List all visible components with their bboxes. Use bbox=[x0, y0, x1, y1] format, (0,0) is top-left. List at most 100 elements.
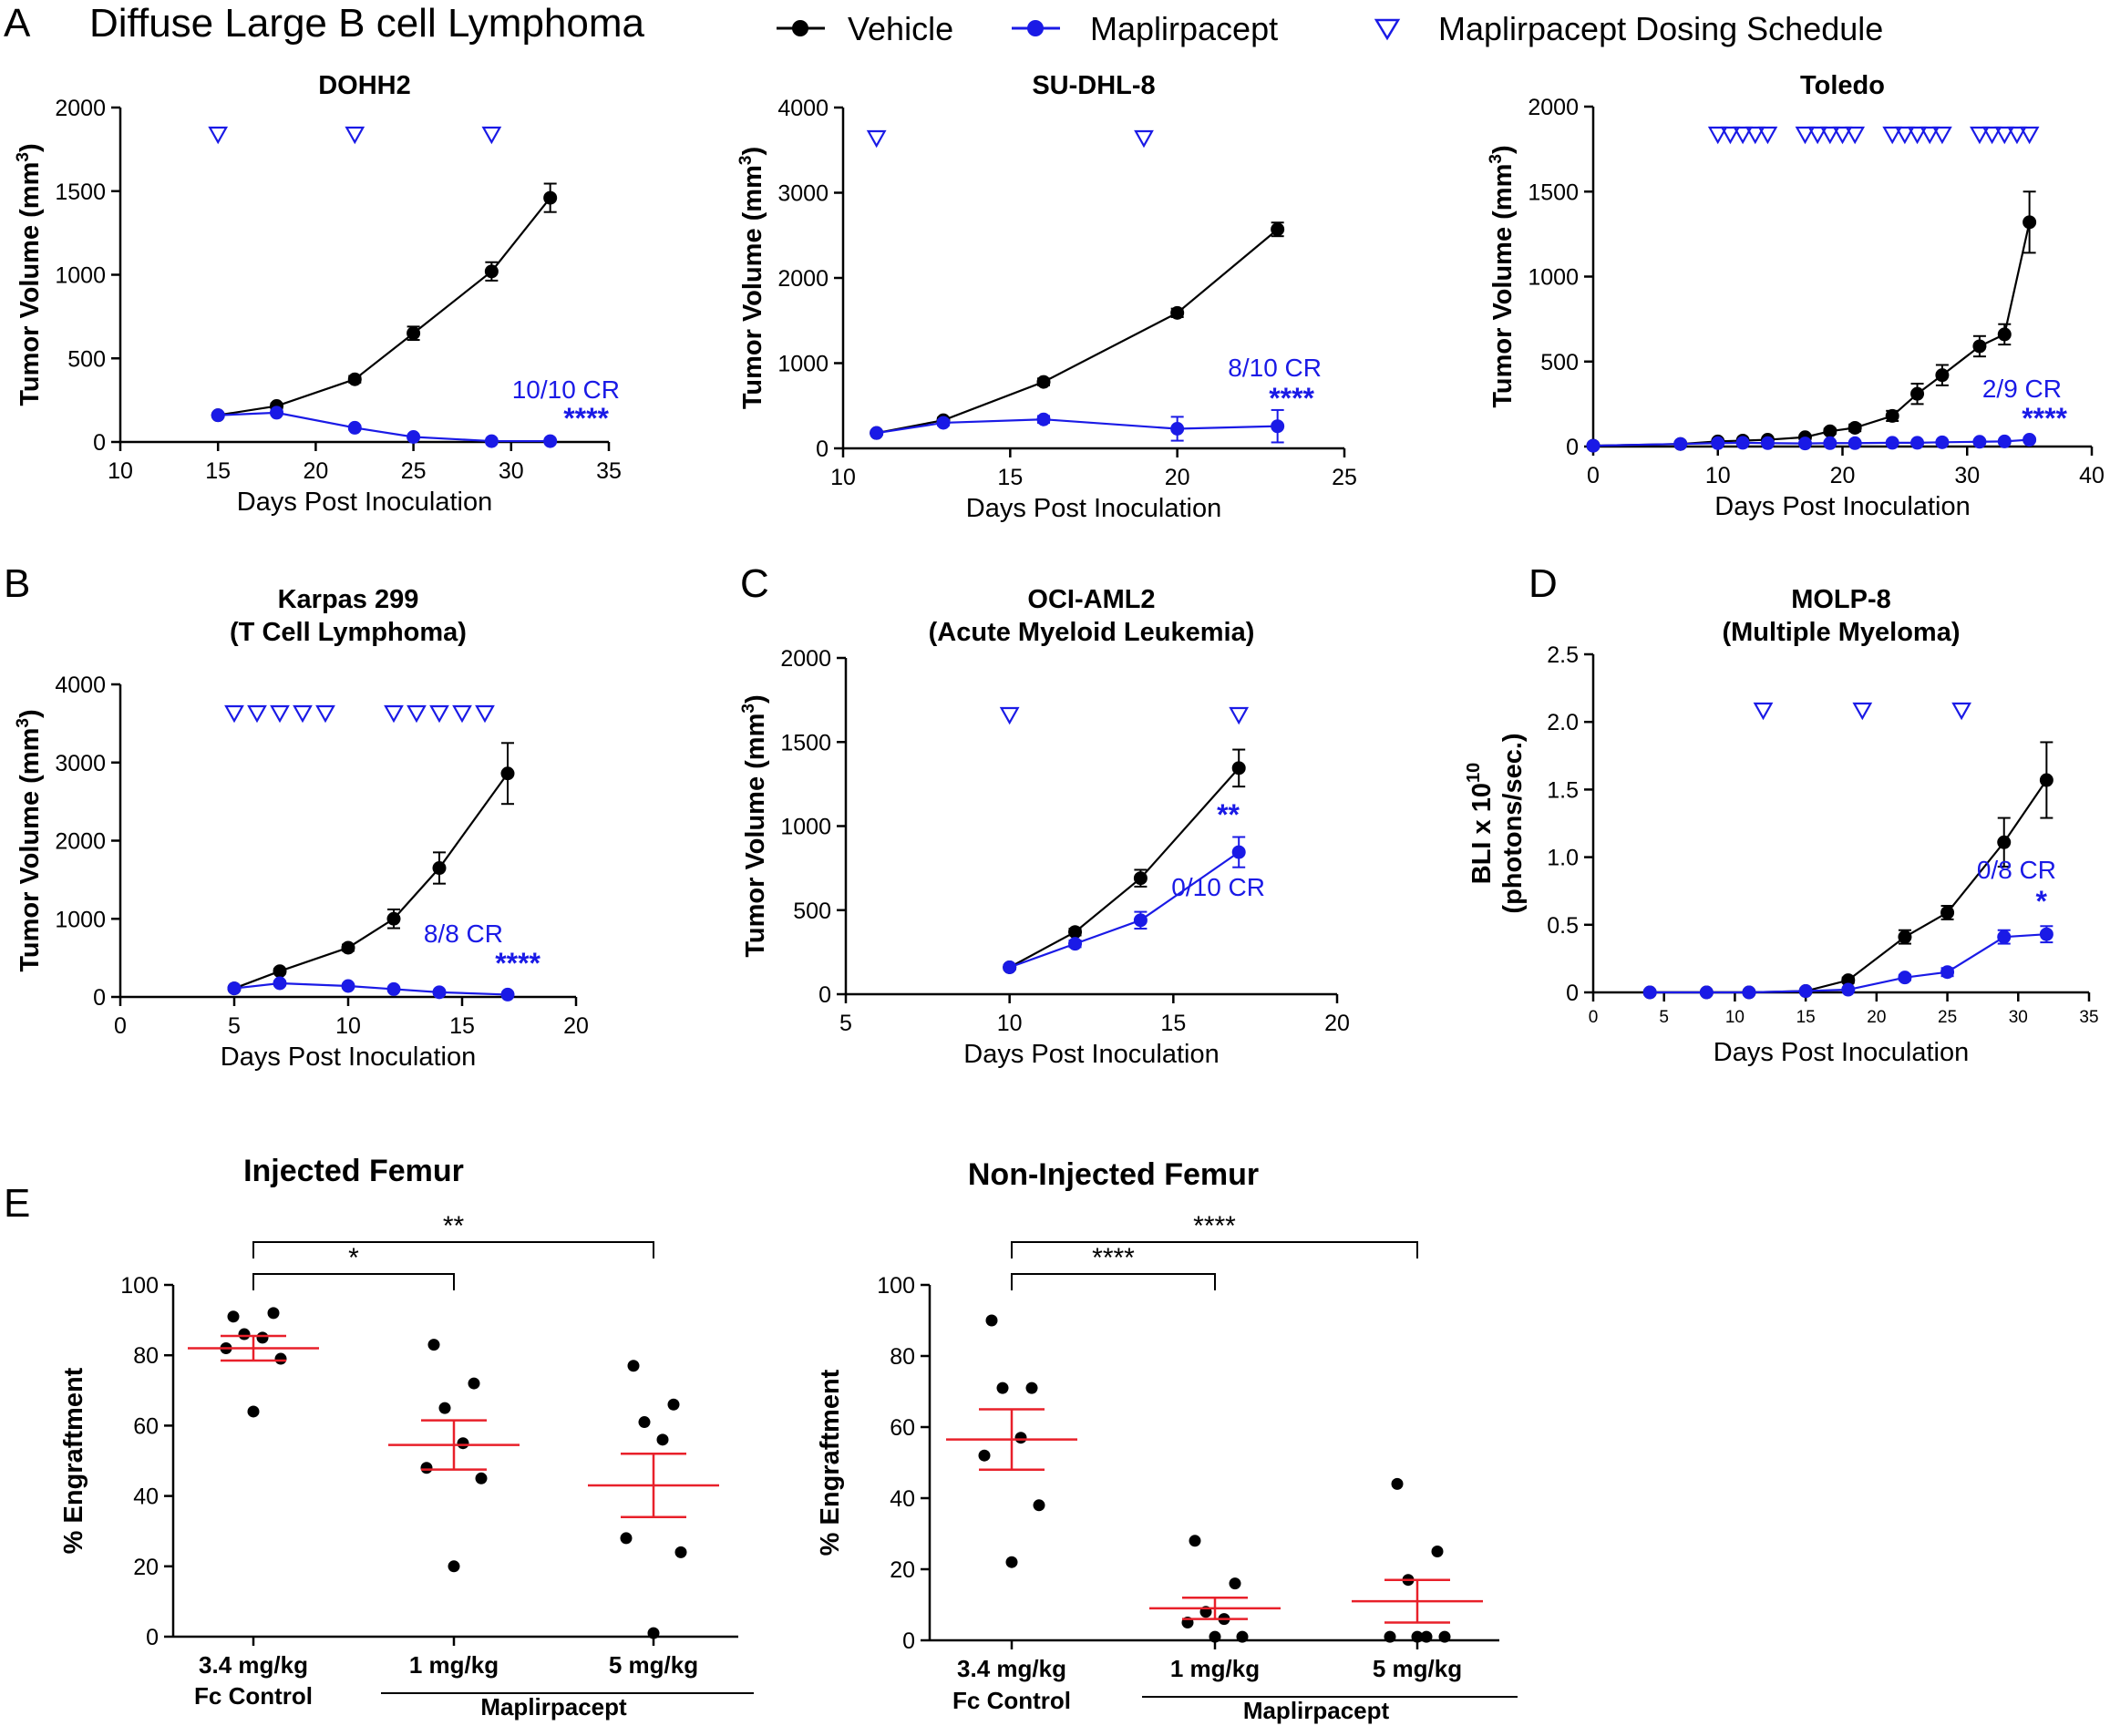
y-tick-label: 0 bbox=[818, 982, 831, 1008]
x-tick-label: 15 bbox=[449, 1013, 475, 1039]
y-tick-label: 0 bbox=[146, 1625, 159, 1650]
y-tick-label: 100 bbox=[120, 1273, 159, 1299]
y-tick-label: 2000 bbox=[777, 266, 829, 292]
series-line bbox=[1650, 779, 2048, 994]
data-point bbox=[438, 1402, 451, 1414]
data-point bbox=[500, 987, 515, 1002]
data-point bbox=[647, 1627, 660, 1639]
x-tick-label: 0 bbox=[1589, 1008, 1599, 1027]
data-point bbox=[347, 420, 362, 435]
dosing-triangle-icon bbox=[1907, 126, 1928, 145]
significance-label: * bbox=[348, 1243, 359, 1273]
data-point bbox=[996, 1382, 1009, 1394]
chart-title: SU-DHL-8 bbox=[1032, 71, 1155, 100]
data-point bbox=[1742, 985, 1756, 1000]
y-tick-label: 1.5 bbox=[1547, 777, 1579, 803]
x-axis-label: Days Post Inoculation bbox=[237, 488, 492, 517]
x-tick-label: 5 bbox=[839, 1011, 852, 1036]
dosing-triangle-icon bbox=[1733, 126, 1753, 145]
y-tick-label: 2000 bbox=[780, 646, 831, 672]
y-tick-label: 1000 bbox=[1528, 265, 1579, 291]
data-point bbox=[432, 861, 447, 876]
dosing-triangle-icon bbox=[1970, 126, 1990, 145]
dosing-triangle-icon bbox=[270, 704, 290, 724]
data-point bbox=[468, 1377, 480, 1390]
significance-bracket bbox=[252, 1273, 455, 1290]
panel-letter-c: C bbox=[740, 561, 769, 606]
dosing-triangle-icon bbox=[1720, 126, 1741, 145]
data-point bbox=[638, 1416, 651, 1429]
y-tick-label: 60 bbox=[133, 1413, 159, 1439]
data-point bbox=[1236, 1630, 1249, 1643]
chart-title: DOHH2 bbox=[318, 71, 411, 100]
data-point bbox=[667, 1398, 680, 1411]
data-point bbox=[1823, 436, 1837, 450]
y-tick-label: 0 bbox=[1566, 435, 1579, 460]
data-point bbox=[2023, 215, 2037, 230]
data-point bbox=[1673, 437, 1688, 451]
chart-title: Non-Injected Femur bbox=[968, 1157, 1259, 1192]
y-tick-label: 3000 bbox=[777, 181, 829, 207]
group-points bbox=[588, 1360, 719, 1639]
dosing-triangle-icon bbox=[1707, 126, 1728, 145]
data-point bbox=[247, 1405, 260, 1418]
panel-letter-d: D bbox=[1528, 561, 1558, 606]
y-tick-label: 0 bbox=[93, 985, 106, 1011]
x-tick-label: 25 bbox=[401, 458, 427, 484]
data-point bbox=[448, 1560, 460, 1573]
data-point bbox=[427, 1339, 440, 1351]
dosing-triangle-icon bbox=[2007, 126, 2027, 145]
dosing-triangle-icon bbox=[1807, 126, 1828, 145]
data-point bbox=[543, 434, 558, 448]
significance-stars: **** bbox=[2022, 402, 2067, 435]
dosing-triangle-icon bbox=[293, 704, 313, 724]
y-axis-label: % Engraftment bbox=[816, 1369, 845, 1556]
data-point bbox=[620, 1532, 633, 1545]
data-point bbox=[475, 1472, 488, 1484]
group-points bbox=[946, 1314, 1077, 1568]
y-tick-label: 2000 bbox=[1528, 95, 1579, 120]
y-tick-label: 500 bbox=[793, 899, 831, 924]
y-axis-label: Tumor Volume (mm3) bbox=[736, 147, 767, 409]
data-point bbox=[273, 976, 287, 991]
data-point bbox=[2039, 927, 2053, 941]
panel-letter-a: A bbox=[4, 1, 31, 46]
y-tick-label: 500 bbox=[1540, 350, 1579, 375]
x-tick-label: 10 bbox=[1725, 1008, 1745, 1027]
data-point bbox=[1003, 960, 1017, 974]
legend-dosing-triangle-icon bbox=[1374, 18, 1401, 41]
legend-vehicle-label: Vehicle bbox=[848, 10, 953, 47]
category-label: 5 mg/kg bbox=[1373, 1655, 1462, 1682]
data-point bbox=[1189, 1535, 1201, 1547]
x-tick-label: 20 bbox=[1165, 465, 1190, 490]
significance-bracket bbox=[1011, 1273, 1216, 1290]
series-vehicle bbox=[227, 742, 515, 996]
x-tick-label: 20 bbox=[563, 1013, 589, 1039]
data-point bbox=[1231, 761, 1246, 776]
group-label-treated: Maplirpacept bbox=[1243, 1697, 1390, 1724]
data-point bbox=[407, 429, 421, 444]
data-point bbox=[1036, 375, 1051, 389]
data-point bbox=[273, 964, 287, 979]
data-point bbox=[1848, 420, 1862, 435]
data-point bbox=[1271, 419, 1285, 434]
series-line bbox=[218, 197, 551, 416]
data-point bbox=[274, 1352, 287, 1365]
data-point bbox=[484, 434, 499, 448]
series-line bbox=[1009, 851, 1240, 969]
data-point bbox=[1420, 1630, 1433, 1643]
x-tick-label: 10 bbox=[830, 465, 856, 490]
series-line bbox=[233, 773, 509, 990]
data-point bbox=[1229, 1577, 1241, 1590]
data-point bbox=[1972, 435, 1987, 449]
data-point bbox=[1935, 435, 1950, 449]
x-axis-label: Days Post Inoculation bbox=[1714, 1038, 1969, 1067]
y-tick-label: 1000 bbox=[55, 263, 106, 289]
data-point bbox=[1823, 424, 1837, 438]
y-tick-label: 2.0 bbox=[1547, 710, 1579, 735]
dosing-triangle-icon bbox=[481, 126, 502, 145]
category-label: 1 mg/kg bbox=[1170, 1655, 1260, 1682]
x-tick-label: 15 bbox=[1160, 1011, 1186, 1036]
data-point bbox=[407, 326, 421, 341]
